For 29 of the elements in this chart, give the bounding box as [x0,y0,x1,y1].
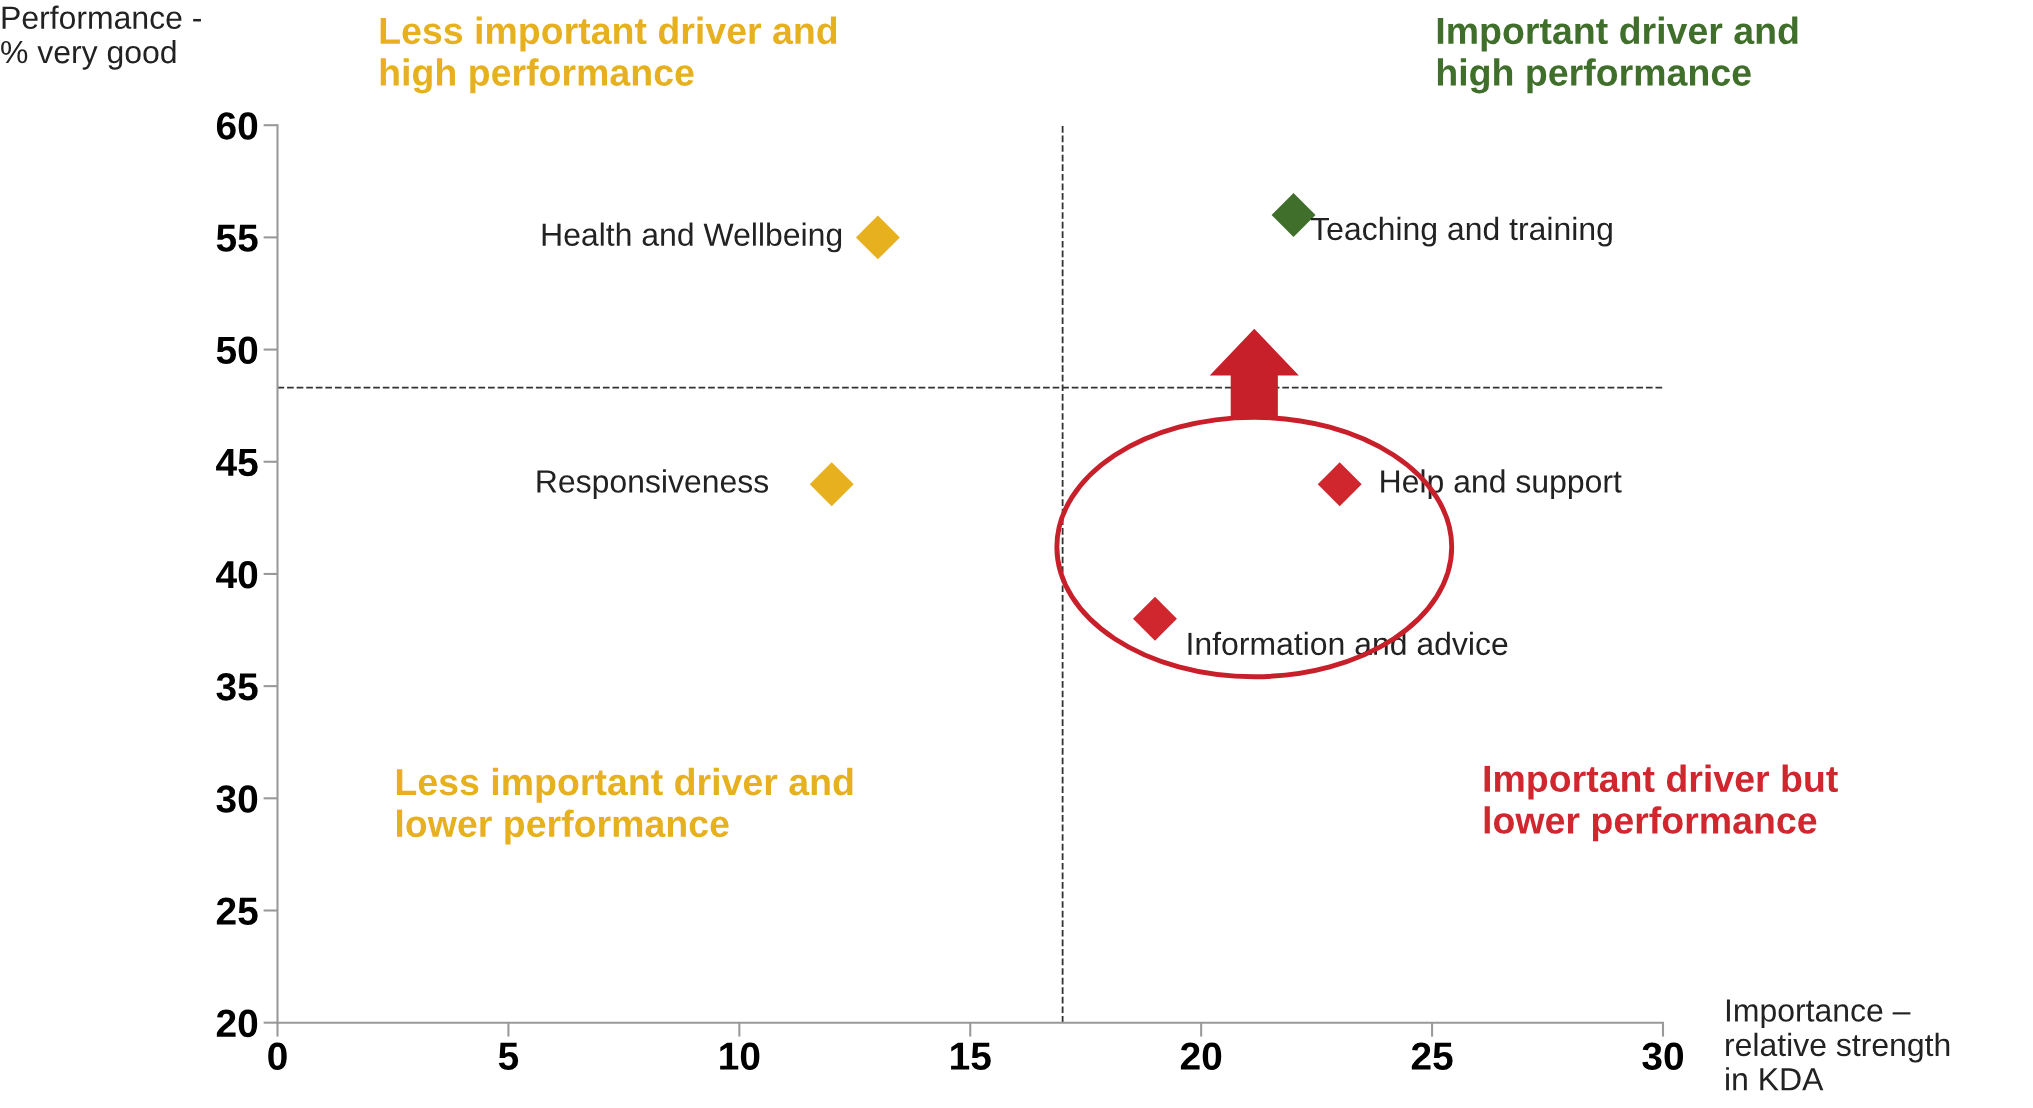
text: Less important driver and high performance [380,16,837,94]
y-axis-title: Performance - % very good [1,5,201,70]
y-tick-label: 40 [216,560,258,589]
x-tick-label: 25 [1411,1042,1453,1070]
y-tick-label: 50 [216,336,258,365]
y-tick-label: 20 [216,1009,258,1038]
point [855,215,900,260]
x-tick-label: 10 [720,1042,760,1070]
y-tick-label: 30 [216,785,258,813]
point [1317,462,1362,507]
x-axis-title: Importance – relative strength in KDA [1726,999,1950,1091]
x-tick-label: 5 [498,1042,519,1070]
data-label: Responsiveness [537,469,769,500]
annotation: Important driver but lower performance [1484,764,1838,842]
point [809,462,854,507]
y-tick-label: 25 [216,897,258,925]
y-tick-label: 45 [216,449,258,477]
x-tick-label: 30 [1642,1042,1684,1071]
annotation: Less important driver and lower performance [396,767,853,845]
y-tick-label: 55 [216,224,258,252]
data-label: Teaching and training [1310,216,1612,247]
x-tick-label: 15 [951,1042,991,1070]
point [1133,596,1177,641]
x-tick-label: 20 [1180,1042,1222,1070]
x-tick-label: 0 [268,1042,287,1070]
y-tick-label: 35 [216,673,258,701]
text: Important driver and high performance [1437,16,1798,94]
y-tick-label: 60 [216,112,258,140]
data-label: Health and Wellbeing [542,222,842,253]
